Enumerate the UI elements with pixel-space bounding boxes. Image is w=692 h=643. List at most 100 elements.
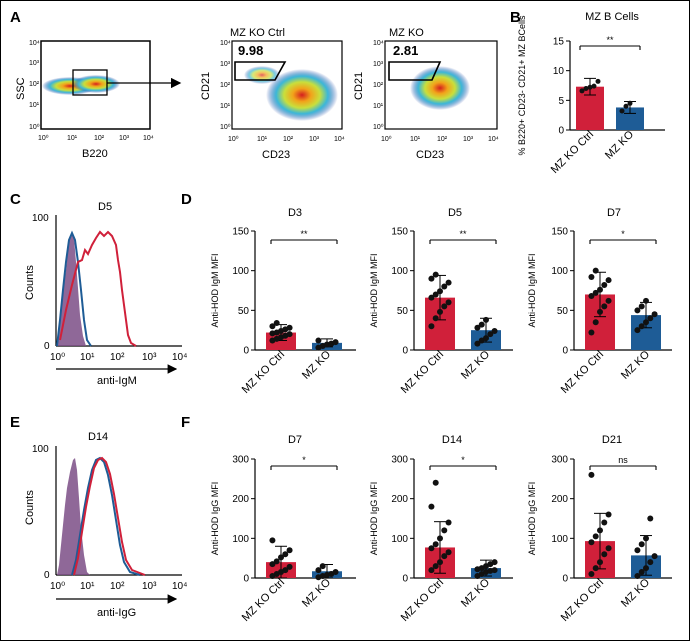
histogram-igg: D14 100 0 10⁰ 10¹ 10² 10³ 10⁴ anti-IgG C… [24,431,187,619]
data-point [634,573,641,580]
ytick-label: 100 [232,534,249,545]
ytick-label: 15 [553,37,565,48]
data-point [491,559,498,566]
data-point [432,315,439,322]
ylabel-cd21: CD21 [200,72,212,100]
chart-title: D14 [442,434,462,446]
panel-label-c: C [10,191,21,208]
data-point [315,337,322,344]
data-point [432,271,439,278]
data-point [638,541,645,548]
hist-title: D5 [98,201,112,213]
data-point [588,571,595,578]
data-point [647,559,654,566]
ylabel-cd21: CD21 [353,72,365,100]
category-label: MZ KO [459,576,492,609]
ko-plot-title: MZ KO [389,27,424,39]
ctrl-curve [73,456,146,576]
ytick: 10² [29,81,40,88]
flow-ctrl-plot: MZ KO Ctrl 9.98 10⁰ 10¹ 10² 10³ 10⁴ 10⁴ … [200,27,345,161]
xtick: 10¹ [410,136,421,143]
ytick: 10⁴ [220,40,231,47]
ytick: 10¹ [220,103,231,110]
data-point [491,327,498,334]
category-label: MZ KO [300,348,333,381]
ytick: 0 [44,570,50,581]
data-point [588,329,595,336]
density-cloud [410,66,470,110]
y-axis-label: Anti-HOD IgM MFI [210,253,220,327]
panel-label-b: B [510,9,521,26]
data-point [441,527,448,534]
ytick-label: 50 [238,306,250,317]
data-point [286,547,293,554]
xtick: 10³ [309,136,320,143]
category-label: MZ KO [459,348,492,381]
data-point [623,103,629,109]
data-point [651,311,658,318]
data-point [445,549,452,556]
data-point [638,323,645,330]
data-point [437,559,443,566]
data-point [428,545,435,552]
ytick: 10⁴ [373,40,384,47]
data-point [588,274,595,281]
chart-title: D7 [288,434,302,446]
ytick: 10³ [220,61,231,68]
xtick: 10¹ [80,581,95,592]
data-point [651,553,658,560]
data-point [643,297,649,304]
ko-curve [56,230,92,347]
ytick-label: 10 [553,66,565,77]
panel-label-a: A [10,9,21,26]
significance-label: ns [618,455,628,465]
xtick: 10¹ [67,135,78,142]
ytick-label: 50 [557,306,569,317]
gate-value: 2.81 [393,43,418,58]
data-point [634,547,641,554]
xtick: 10⁴ [334,136,345,143]
data-point [583,85,589,91]
data-point [437,288,443,295]
ytick-label: 0 [558,126,564,137]
data-point [605,297,612,304]
data-point [579,88,585,94]
data-point [597,559,603,566]
ytick-label: 200 [391,494,408,505]
data-point [332,339,339,346]
ytick-label: 0 [402,574,408,585]
xlabel-b220: B220 [82,148,108,160]
data-point [587,84,593,90]
data-point [428,323,435,330]
density-cloud [72,75,120,93]
data-point [445,279,452,286]
ytick-label: 0 [243,346,249,357]
data-point [432,563,439,570]
data-point [601,551,608,558]
ytick-label: 100 [391,534,408,545]
data-point [619,108,625,114]
ctrl-curve [59,230,137,347]
data-point [601,303,608,310]
mz-gate [388,61,442,81]
ytick-label: 0 [562,574,568,585]
data-point [282,551,289,558]
data-point [428,503,435,510]
xtick: 10⁰ [381,135,392,143]
data-point [474,340,481,347]
panel-label-f: F [181,414,190,431]
data-point [445,519,452,526]
data-point [638,569,645,576]
data-point [601,519,608,526]
xtick: 10² [110,581,125,592]
ytick: 10⁰ [29,123,40,131]
y-axis-label: % B220+ CD23- CD21+ MZ BCells [517,15,527,156]
category-label: MZ KO [619,576,652,609]
chart-title: D21 [602,434,622,446]
data-point [441,553,448,560]
data-point [286,324,293,331]
ytick-label: 100 [551,266,568,277]
data-point [595,78,601,84]
